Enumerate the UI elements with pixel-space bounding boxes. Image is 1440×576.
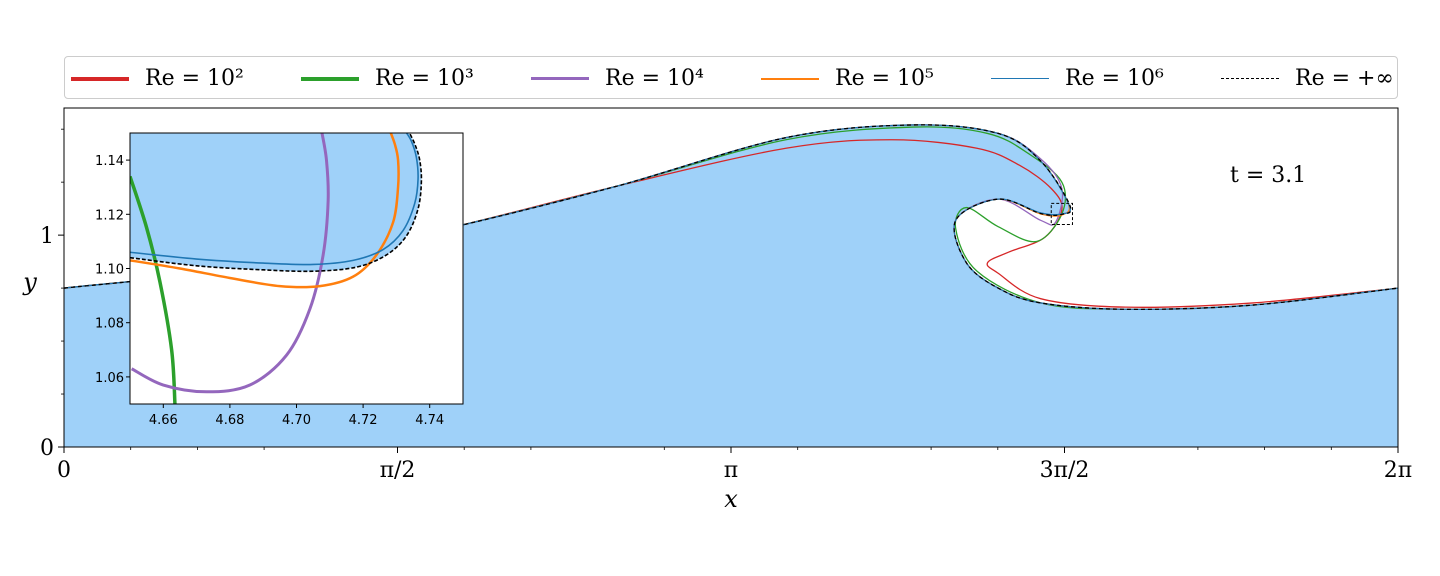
inset-x-tick-label: 4.68: [215, 413, 244, 428]
legend-label: Re = 10⁶: [1065, 66, 1164, 91]
legend-item-re-1e3: Re = 10³: [301, 57, 474, 100]
inset-series-line-3: [130, 133, 400, 289]
inset-x-tick-label: 4.70: [282, 413, 311, 428]
inset-x-tick-label: 4.72: [349, 413, 378, 428]
series-line-6: [63, 124, 1399, 310]
inset-y-tick-label: 1.12: [95, 208, 124, 223]
legend: Re = 10² Re = 10³ Re = 10⁴ Re = 10⁵ Re =…: [64, 56, 1398, 99]
legend-label: Re = 10⁴: [605, 66, 704, 91]
inset-series-line-5: [130, 133, 423, 273]
x-axis-label: x: [724, 485, 738, 513]
inset-y-tick-label: 1.14: [95, 154, 124, 169]
legend-label: Re = 10²: [145, 66, 244, 91]
y-tick-label: 0: [40, 436, 54, 461]
inset-y-tick-label: 1.10: [95, 263, 124, 278]
inset-plot-area: [130, 133, 423, 404]
zoom-region-box: [1050, 202, 1073, 226]
legend-swatch: [1221, 78, 1279, 79]
inset-y-tick-label: 1.08: [95, 317, 124, 332]
legend-swatch: [991, 78, 1049, 79]
inset-series-line-1: [130, 175, 177, 404]
legend-item-re-inf: Re = +∞: [1221, 57, 1394, 100]
main-axes: 0 π/2 π 3π/2 2π 0 1 x y: [22, 107, 1412, 513]
x-tick-label: 3π/2: [1040, 458, 1090, 483]
inset-x-tick-label: 4.74: [415, 413, 444, 428]
x-tick-label: π/2: [380, 458, 416, 483]
inset-x-tick-label: 4.66: [149, 413, 178, 428]
legend-item-re-1e2: Re = 10²: [71, 57, 244, 100]
inset-fluid-region: [130, 133, 422, 272]
y-tick-label: 1: [40, 224, 54, 249]
x-tick-label: π: [724, 458, 738, 483]
x-tick-label: 0: [57, 458, 71, 483]
legend-swatch: [71, 76, 129, 81]
legend-item-re-1e4: Re = 10⁴: [531, 57, 704, 100]
inset-zoom: 4.66 4.68 4.70 4.72 4.74 1.06 1.08 1.10 1.12 1.14: [95, 132, 464, 428]
inset-y-tick-label: 1.06: [95, 371, 124, 386]
inset-series-line-2: [130, 133, 330, 394]
legend-label: Re = +∞: [1295, 66, 1394, 91]
legend-label: Re = 10³: [375, 66, 474, 91]
legend-item-re-1e5: Re = 10⁵: [761, 57, 934, 100]
x-tick-label: 2π: [1384, 458, 1412, 483]
legend-item-re-1e6: Re = 10⁶: [991, 57, 1164, 100]
legend-label: Re = 10⁵: [835, 66, 934, 91]
main-series-group: [63, 124, 1399, 310]
legend-swatch: [531, 77, 589, 80]
time-annotation: t = 3.1: [1230, 163, 1306, 188]
legend-swatch: [761, 77, 819, 80]
legend-swatch: [301, 76, 359, 81]
y-axis-label: y: [22, 268, 37, 296]
inset-series-line-4: [130, 133, 419, 266]
